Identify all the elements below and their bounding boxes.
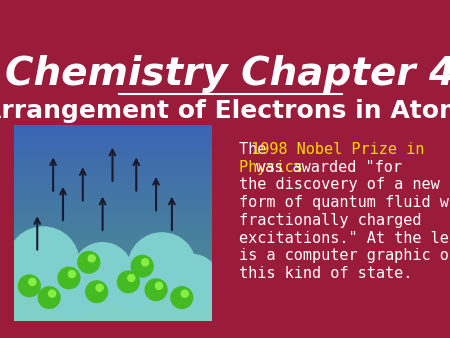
Circle shape xyxy=(181,290,189,297)
Circle shape xyxy=(142,259,149,266)
Circle shape xyxy=(47,266,99,317)
Text: Arrangement of Electrons in Atoms: Arrangement of Electrons in Atoms xyxy=(0,99,450,123)
Text: was awarded "for: was awarded "for xyxy=(256,160,402,175)
Bar xyxy=(14,272,211,321)
Circle shape xyxy=(49,290,56,297)
Text: form of quantum fluid with: form of quantum fluid with xyxy=(239,195,450,210)
Text: Physics: Physics xyxy=(239,160,312,175)
Circle shape xyxy=(96,284,103,291)
Circle shape xyxy=(86,281,108,303)
Text: the discovery of a new: the discovery of a new xyxy=(239,177,440,192)
Circle shape xyxy=(29,279,36,285)
Text: is a computer graphic of: is a computer graphic of xyxy=(239,248,450,263)
Circle shape xyxy=(8,227,79,297)
Text: excitations." At the left: excitations." At the left xyxy=(239,231,450,245)
Circle shape xyxy=(88,255,95,262)
Circle shape xyxy=(145,279,167,300)
Circle shape xyxy=(68,270,76,277)
Circle shape xyxy=(117,271,139,293)
Circle shape xyxy=(128,233,196,299)
Text: this kind of state.: this kind of state. xyxy=(239,266,413,281)
Circle shape xyxy=(78,251,99,273)
Circle shape xyxy=(131,256,153,277)
Circle shape xyxy=(128,274,135,282)
Text: Chemistry Chapter 4: Chemistry Chapter 4 xyxy=(5,55,450,93)
Circle shape xyxy=(164,255,220,309)
Circle shape xyxy=(155,282,162,289)
Circle shape xyxy=(58,267,80,289)
Circle shape xyxy=(171,287,193,308)
Text: The: The xyxy=(239,142,276,157)
Text: 1998 Nobel Prize in: 1998 Nobel Prize in xyxy=(251,142,424,157)
Circle shape xyxy=(38,287,60,308)
Text: fractionally charged: fractionally charged xyxy=(239,213,422,228)
Circle shape xyxy=(108,262,156,309)
Circle shape xyxy=(18,275,40,297)
Circle shape xyxy=(73,243,132,301)
